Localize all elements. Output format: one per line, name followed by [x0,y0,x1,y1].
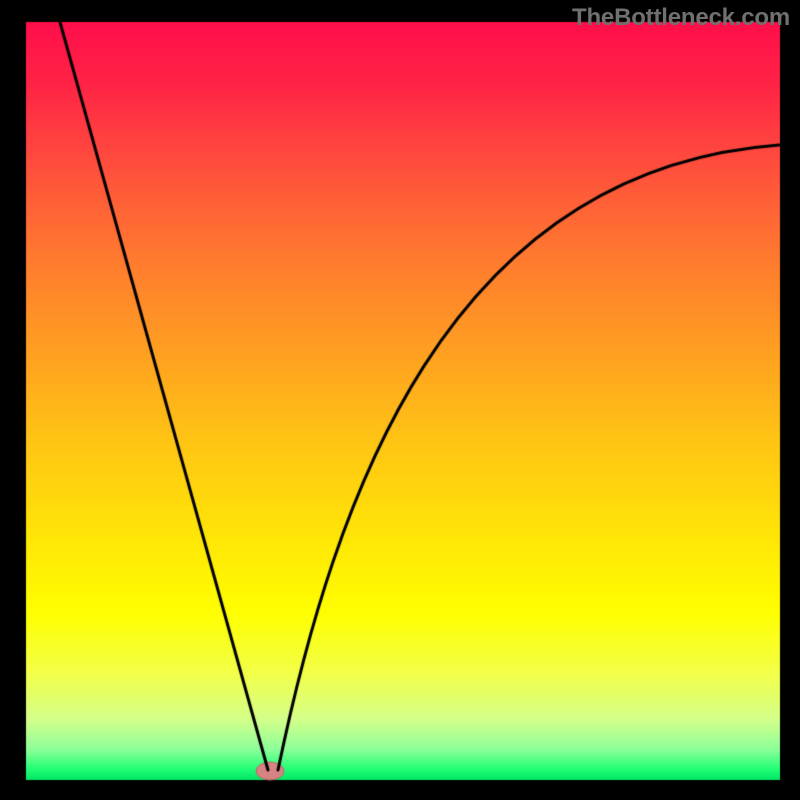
bottleneck-chart-canvas [0,0,800,800]
watermark-text: TheBottleneck.com [572,4,790,32]
chart-stage: TheBottleneck.com [0,0,800,800]
